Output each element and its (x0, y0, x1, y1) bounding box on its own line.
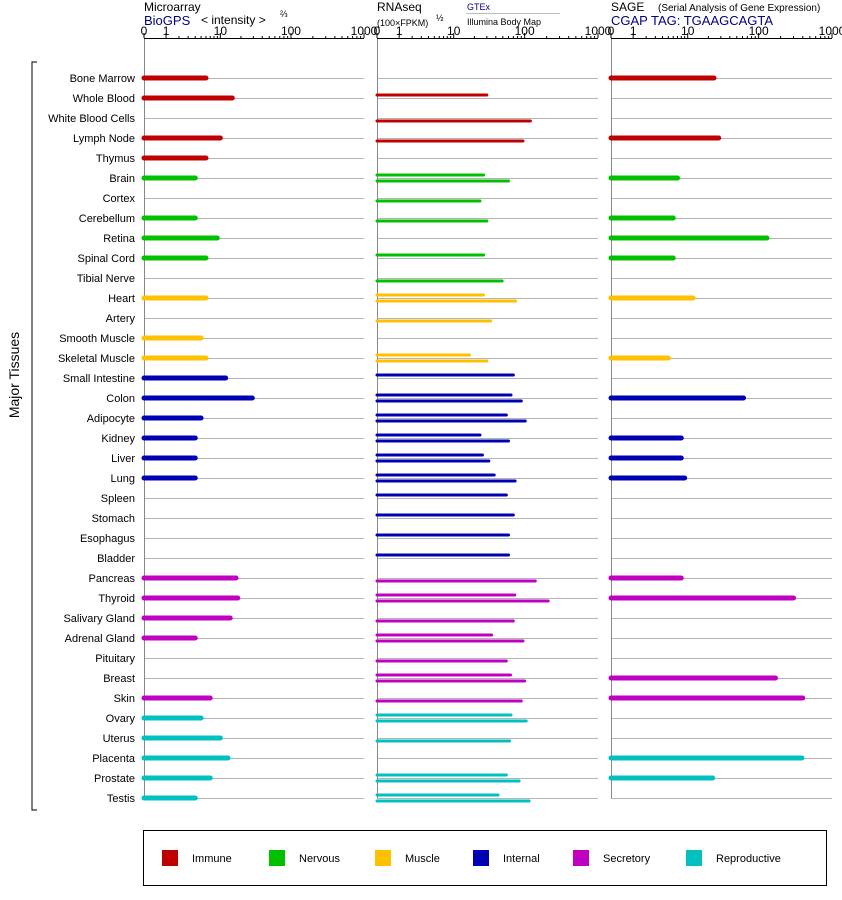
rnaseq-tick-label: 1000 (585, 24, 612, 38)
illumina-legend-label: Illumina Body Map (467, 17, 541, 27)
group-label: Major Tissues (6, 332, 22, 418)
sage-title: SAGE (611, 0, 644, 14)
tissue-label: Stomach (92, 513, 135, 525)
tissue-label: Esophagus (80, 533, 136, 545)
tissue-label: Brain (109, 173, 135, 185)
tissue-label: Skin (114, 693, 135, 705)
tissue-label: Bone Marrow (70, 73, 135, 85)
legend-swatch (573, 850, 589, 866)
tissue-label: Pituitary (95, 653, 135, 665)
tissue-label: Bladder (97, 553, 135, 565)
rnaseq-title: RNAseq (377, 0, 422, 14)
tissue-label: Kidney (101, 433, 135, 445)
tissue-label: Breast (103, 673, 135, 685)
sage-tick-label: 100 (749, 24, 769, 38)
tissue-label: Small Intestine (63, 373, 135, 385)
sage-tick-label: 10 (681, 24, 695, 38)
tissue-label: Artery (106, 313, 136, 325)
tissue-label: Cortex (103, 193, 136, 205)
microarray-tick-label: 1000 (351, 24, 378, 38)
legend-label: Reproductive (716, 853, 781, 865)
sage-tick-label: 1000 (819, 24, 842, 38)
tissue-label: Lymph Node (73, 133, 135, 145)
legend-swatch (686, 850, 702, 866)
tissue-label: Placenta (92, 753, 136, 765)
microarray-tick-label: 0 (141, 24, 148, 38)
microarray-power: ⅔ (280, 9, 288, 19)
microarray-title: Microarray (144, 0, 201, 14)
microarray-tick-label: 100 (281, 24, 301, 38)
tissue-label: Ovary (106, 713, 136, 725)
tissue-label: White Blood Cells (48, 113, 135, 125)
sage-panel: 0 1 10 100 1000 (608, 24, 842, 799)
rnaseq-tick-label: 100 (515, 24, 535, 38)
legend-label: Internal (503, 853, 540, 865)
tissue-label: Adrenal Gland (65, 633, 135, 645)
tissue-label: Prostate (94, 773, 135, 785)
legend-swatch (162, 850, 178, 866)
legend-swatch (375, 850, 391, 866)
tissue-label: Spinal Cord (78, 253, 135, 265)
sage-tag: CGAP TAG: TGAAGCAGTA (611, 13, 773, 28)
tissue-label: Skeletal Muscle (58, 353, 135, 365)
tissue-bracket (31, 61, 37, 811)
tissue-label: Thyroid (98, 593, 135, 605)
tissue-label: Spleen (101, 493, 135, 505)
legend-swatch (269, 850, 285, 866)
tissue-label: Salivary Gland (63, 613, 135, 625)
tissue-label: Testis (107, 793, 136, 805)
rnaseq-power: ½ (436, 13, 444, 23)
tissue-label: Thymus (96, 153, 136, 165)
sage-tick-label: 0 (608, 24, 615, 38)
microarray-panel: 0 1 10 100 1000 (141, 24, 378, 801)
tissue-label: Adipocyte (87, 413, 135, 425)
tissue-label: Liver (111, 453, 135, 465)
chart-panels: 011010010000110100100001101001000 (141, 24, 842, 803)
legend-label: Nervous (299, 853, 340, 865)
legend-swatch (473, 850, 489, 866)
microarray-tick-label: 10 (214, 24, 228, 38)
tissue-label: Lung (111, 473, 135, 485)
legend-label: Secretory (603, 853, 651, 865)
sage-subtitle: (Serial Analysis of Gene Expression) (658, 3, 820, 14)
rnaseq-measure: (100×FPKM) (377, 18, 428, 28)
biogps-label: BioGPS (144, 13, 191, 28)
tissue-label: Tibial Nerve (77, 273, 135, 285)
tissue-label: Whole Blood (73, 93, 135, 105)
tissue-label: Retina (103, 233, 136, 245)
rnaseq-tick-label: 0 (374, 24, 381, 38)
microarray-measure: < intensity > (201, 13, 266, 27)
tissue-labels: Bone Marrow Whole Blood White Blood Cells L… (48, 73, 136, 805)
sage-tick-label: 1 (630, 24, 637, 38)
tissue-label: Smooth Muscle (59, 333, 135, 345)
rnaseq-tick-label: 10 (447, 24, 461, 38)
legend-label: Muscle (405, 853, 440, 865)
rnaseq-panel: 0 1 10 100 1000 (374, 24, 612, 803)
rnaseq-tick-label: 1 (396, 24, 403, 38)
tissue-label: Uterus (103, 733, 136, 745)
legend-label: Immune (192, 853, 232, 865)
gtex-legend-label: GTEx (467, 2, 491, 12)
legend: Immune Nervous Muscle Internal Secretory Repr… (162, 850, 781, 866)
tissue-label: Heart (108, 293, 135, 305)
tissue-label: Colon (106, 393, 135, 405)
tissue-label: Cerebellum (79, 213, 135, 225)
tissue-label: Pancreas (89, 573, 136, 585)
microarray-tick-label: 1 (163, 24, 170, 38)
